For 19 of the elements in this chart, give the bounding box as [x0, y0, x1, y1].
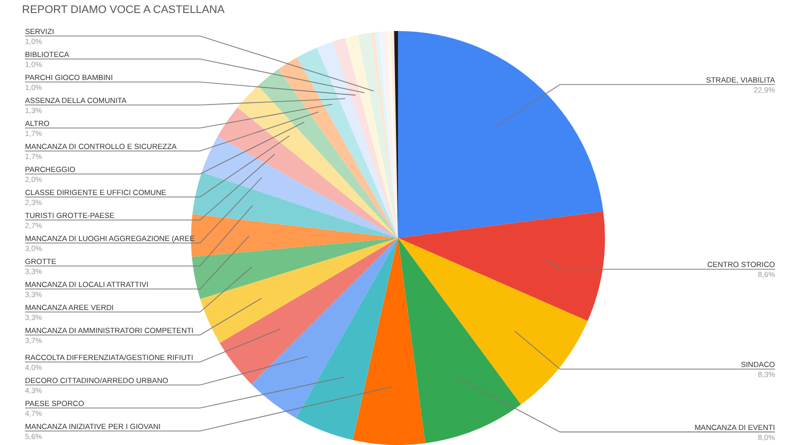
pie-slice: [296, 48, 398, 238]
pie-slice: [398, 31, 604, 238]
pie-slice: [258, 69, 398, 238]
pie-slice: [398, 238, 588, 405]
pie-slice: [332, 38, 398, 238]
pie-slice: [358, 32, 398, 238]
chart-title: REPORT DIAMO VOCE A CASTELLANA: [22, 4, 226, 16]
pie-slice: [398, 238, 521, 444]
pie-slice: [218, 107, 398, 238]
pie-slice: [200, 238, 398, 343]
pie-slice: [202, 136, 398, 238]
pie-slice: [398, 211, 605, 321]
pie-slice: [296, 238, 398, 440]
pie-slice: [220, 238, 398, 384]
pie-slice: [352, 238, 426, 445]
pie-slice: [251, 238, 398, 418]
pie-slice: [345, 34, 398, 238]
pie-slice: [278, 57, 398, 238]
pie-slice: [237, 86, 398, 238]
